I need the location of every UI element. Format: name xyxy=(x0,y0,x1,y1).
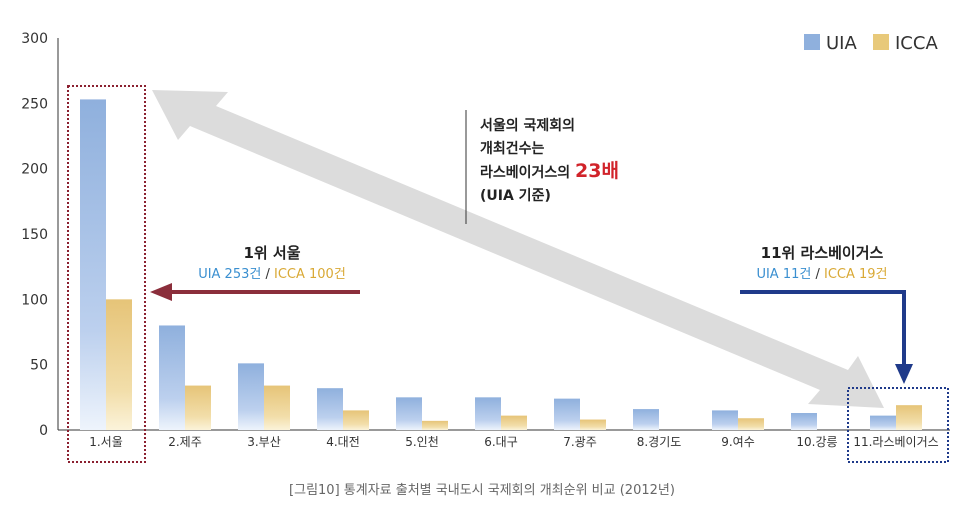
x-category-label: 5.인천 xyxy=(405,434,439,449)
note-highlight-ratio: 23배 xyxy=(575,160,619,182)
x-category-label: 3.부산 xyxy=(247,435,281,449)
x-category-label: 7.광주 xyxy=(563,435,597,449)
bar-uia xyxy=(159,325,185,430)
comparison-double-arrow xyxy=(152,90,884,408)
bar-icca xyxy=(738,418,764,430)
bar-uia xyxy=(791,413,817,430)
bar-icca xyxy=(343,410,369,430)
bar-uia xyxy=(80,99,106,430)
bar-uia xyxy=(475,397,501,430)
y-tick-label: 200 xyxy=(21,162,48,178)
seoul-annotation-title: 1위 서울 xyxy=(243,244,300,262)
bar-icca xyxy=(185,385,211,430)
lasvegas-uia-count: UIA 11건 xyxy=(756,267,811,282)
y-tick-label: 300 xyxy=(21,31,48,47)
seoul-highlight-box xyxy=(67,85,146,463)
x-category-label: 10.강릉 xyxy=(796,435,837,449)
seoul-uia-count: UIA 253건 xyxy=(198,267,261,282)
lasvegas-sep: / xyxy=(815,267,824,282)
legend: UIA ICCA xyxy=(804,33,938,54)
bar-icca xyxy=(106,299,132,430)
x-category-label: 4.대전 xyxy=(326,435,360,449)
legend-label-uia: UIA xyxy=(826,33,857,54)
bar-icca xyxy=(580,419,606,430)
y-tick-label: 250 xyxy=(21,96,48,112)
bar-uia xyxy=(554,398,580,430)
x-category-label: 8.경기도 xyxy=(637,435,682,449)
bar-icca xyxy=(264,385,290,430)
lasvegas-icca-count: ICCA 19건 xyxy=(824,267,888,282)
y-tick-label: 50 xyxy=(30,358,48,374)
y-tick-label: 150 xyxy=(21,227,48,243)
note-line-2: 개최건수는 xyxy=(480,140,545,157)
bar-uia xyxy=(396,397,422,430)
seoul-icca-count: ICCA 100건 xyxy=(274,267,346,282)
lasvegas-highlight-box xyxy=(847,387,949,463)
x-category-label: 11.라스베이거스 xyxy=(853,435,938,449)
y-tick-label: 0 xyxy=(39,423,48,439)
bar-uia xyxy=(633,409,659,430)
y-tick-label: 100 xyxy=(21,292,48,308)
seoul-annotation-sub: UIA 253건 / ICCA 100건 xyxy=(198,267,346,282)
note-line-3: 라스베이거스의 23배 xyxy=(480,160,619,182)
x-category-label: 2.제주 xyxy=(168,435,202,449)
bars-group xyxy=(80,99,922,430)
lasvegas-arrow xyxy=(740,290,913,384)
legend-swatch-uia xyxy=(804,34,820,50)
bar-uia xyxy=(712,410,738,430)
figure-caption: [그림10] 통계자료 출처별 국내도시 국제회의 개최순위 비교 (2012년… xyxy=(289,483,675,498)
seoul-sep: / xyxy=(265,267,274,282)
bar-icca xyxy=(501,415,527,430)
bar-uia xyxy=(317,388,343,430)
lasvegas-annotation-title: 11위 라스베이거스 xyxy=(761,244,884,262)
y-axis-ticks: 0 50 100 150 200 250 300 xyxy=(21,31,48,439)
x-category-label: 9.여수 xyxy=(721,435,755,449)
legend-label-icca: ICCA xyxy=(895,33,938,54)
note-line-3-prefix: 라스베이거스의 xyxy=(480,164,575,181)
x-category-label: 6.대구 xyxy=(484,435,518,449)
note-line-1: 서울의 국제회의 xyxy=(480,117,575,134)
legend-swatch-icca xyxy=(873,34,889,50)
bar-uia xyxy=(870,415,896,430)
x-category-label: 1.서울 xyxy=(89,435,123,449)
x-axis-labels: 1.서울 2.제주 3.부산 4.대전 5.인천 6.대구 7.광주 8.경기도 9.여수 10.… xyxy=(89,434,938,449)
bar-icca xyxy=(422,420,448,430)
lasvegas-annotation-sub: UIA 11건 / ICCA 19건 xyxy=(756,267,887,282)
bar-icca xyxy=(896,405,922,430)
note-line-4: (UIA 기준) xyxy=(480,188,551,204)
seoul-arrow xyxy=(150,283,360,301)
bar-uia xyxy=(238,363,264,430)
